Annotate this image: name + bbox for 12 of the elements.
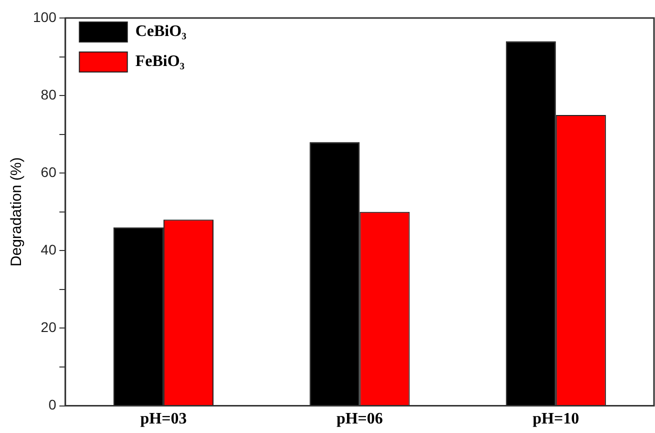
legend-label: CeBiO₃ <box>135 23 187 40</box>
legend-label: FeBiO₃ <box>135 53 185 70</box>
y-axis-title: Degradation (%) <box>8 157 26 267</box>
y-tick-label: 20 <box>40 319 57 336</box>
y-tick-label: 40 <box>40 242 57 258</box>
x-tick-label: pH=03 <box>140 410 187 428</box>
y-tick-label: 60 <box>40 164 57 180</box>
y-tick-label: 80 <box>40 86 57 102</box>
y-tick-label: 100 <box>33 8 57 25</box>
y-tick-label: 0 <box>48 396 57 413</box>
x-tick-label: pH=10 <box>532 410 580 428</box>
x-tick-label: pH=06 <box>336 410 383 428</box>
